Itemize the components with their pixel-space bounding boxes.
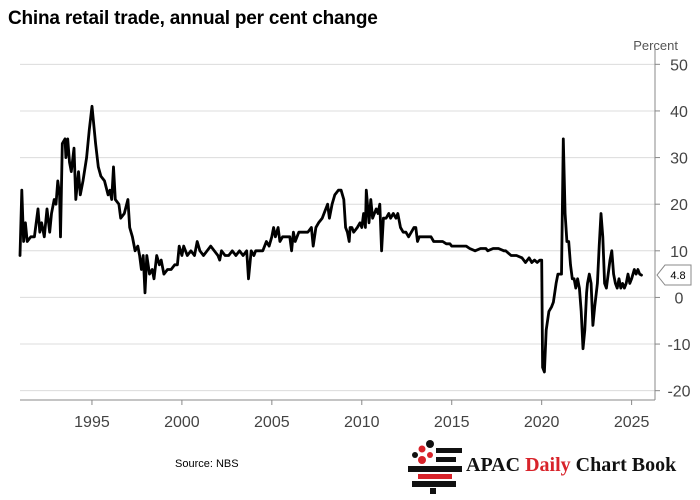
last-value-box	[656, 264, 692, 286]
y-axis-unit-label: Percent	[633, 38, 678, 53]
last-value-label: 4.8	[670, 270, 685, 282]
brand-logo: APAC Daily Chart Book	[406, 438, 698, 494]
x-tick-labels: 1995 2000 2005 2010 2015 2020 2025	[74, 414, 649, 431]
source-note: Source: NBS	[175, 458, 239, 470]
x-tick-label: 2005	[254, 414, 290, 431]
brand-title: APAC Daily Chart Book	[466, 454, 676, 477]
brand-prefix: APAC	[466, 454, 521, 476]
last-value-callout: 4.8	[656, 264, 692, 286]
chart-book-logo-icon	[408, 440, 462, 494]
x-tick-label: 2025	[614, 414, 650, 431]
brand-suffix: Chart Book	[575, 454, 677, 476]
x-tick-label: 2010	[344, 414, 380, 431]
y-tick-labels: 50 40 30 20 10 0 -10 -20	[667, 57, 690, 400]
y-tick-label: 0	[675, 290, 684, 307]
x-tick-label: 2020	[524, 414, 560, 431]
y-tick-label: 30	[670, 151, 688, 168]
series-group	[18, 104, 643, 374]
y-tick-label: 10	[670, 244, 688, 261]
y-tick-label: 20	[670, 197, 688, 214]
brand-daily: Daily	[525, 454, 571, 476]
axes	[20, 47, 660, 405]
page-title: China retail trade, annual per cent chan…	[8, 8, 378, 29]
gridlines	[20, 63, 655, 392]
y-tick-label: -10	[667, 337, 690, 354]
y-tick-label: -20	[667, 384, 690, 401]
y-tick-label: 40	[670, 104, 688, 121]
x-tick-label: 1995	[74, 414, 110, 431]
x-tick-label: 2000	[164, 414, 200, 431]
x-tick-label: 2015	[434, 414, 470, 431]
y-tick-label: 50	[670, 57, 688, 74]
series-line	[18, 104, 643, 374]
